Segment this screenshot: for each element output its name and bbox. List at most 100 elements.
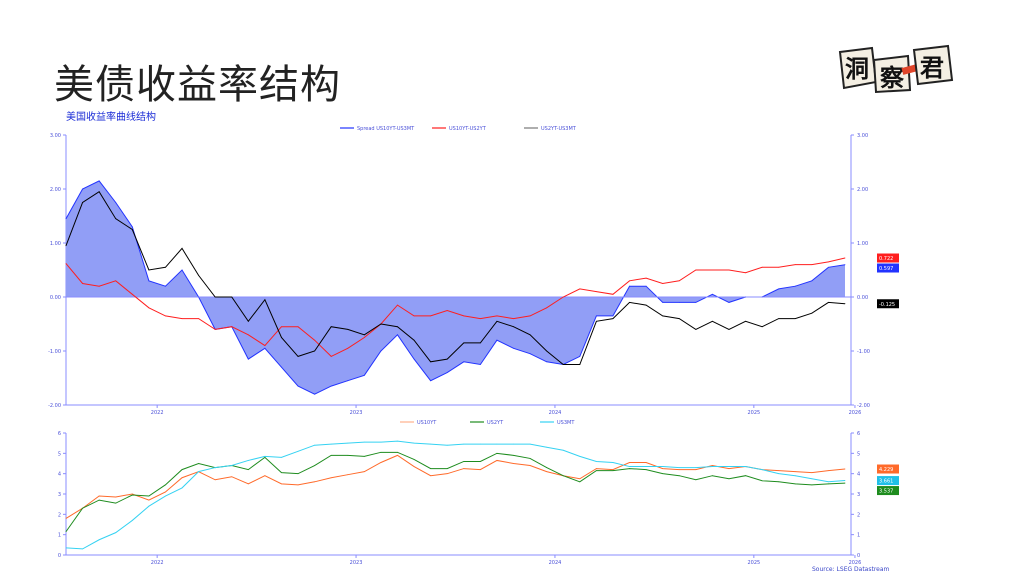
spread-chart-data-point — [380, 350, 382, 352]
yield-chart-y-tick-label: 3 — [58, 492, 61, 498]
spread-chart-data-point — [264, 347, 266, 349]
yield-chart-y-tick-label-right: 3 — [857, 492, 860, 498]
yield-chart-data-point — [479, 461, 481, 462]
spread-chart-data-point — [430, 380, 432, 382]
spread-chart-data-point — [595, 320, 597, 322]
yield-chart-data-point — [778, 473, 780, 475]
spread-chart-data-point — [446, 310, 448, 311]
spread-chart-data-point — [579, 356, 581, 357]
spread-chart-data-point — [397, 334, 398, 336]
yield-chart-data-point — [712, 465, 713, 466]
yield-chart-y-tick-label-right: 0 — [857, 553, 860, 559]
spread-chart-y-tick-label: 0.00 — [50, 295, 61, 301]
spread-chart-data-point — [380, 323, 382, 325]
yield-chart-data-point — [330, 477, 332, 479]
spread-chart-data-point — [712, 320, 713, 322]
yield-chart-data-point — [645, 462, 647, 463]
yield-chart-data-point — [297, 484, 299, 486]
spread-chart-data-point — [629, 280, 630, 282]
yield-chart-data-point — [231, 465, 233, 466]
spread-chart-data-point — [463, 361, 465, 363]
yield-chart-data-point — [728, 466, 730, 467]
yield-chart-data-point — [98, 499, 100, 501]
yield-chart-data-point — [65, 547, 67, 549]
yield-chart-y-tick-label: 1 — [58, 533, 61, 539]
spread-chart-series-line — [65, 180, 846, 395]
yield-chart-data-point — [165, 491, 166, 493]
yield-chart-data-point — [330, 443, 332, 445]
spread-chart-data-point — [678, 318, 680, 319]
spread-chart-data-point — [82, 202, 83, 203]
svg-text:洞: 洞 — [845, 55, 869, 83]
yield-chart-data-point — [695, 479, 697, 481]
yield-chart-data-point — [529, 443, 531, 445]
yield-chart-data-point — [662, 466, 664, 467]
spread-chart-data-point — [198, 275, 199, 276]
spread-chart-data-point — [314, 393, 316, 395]
spread-chart-series-line — [65, 257, 846, 358]
spread-chart-data-point — [595, 315, 597, 317]
spread-chart-data-point — [264, 345, 266, 346]
yield-chart-data-point — [115, 496, 117, 498]
spread-chart-data-point — [778, 288, 780, 290]
spread-chart-data-point — [148, 307, 150, 309]
spread-chart-data-point — [314, 339, 316, 341]
yield-chart-data-point — [662, 473, 664, 475]
yield-chart-legend-label: US3MT — [557, 420, 575, 426]
spread-chart-data-point — [198, 318, 199, 319]
spread-chart-data-point — [231, 326, 233, 328]
spread-chart-y-tick-label-right: 3.00 — [857, 133, 868, 139]
spread-chart-legend-label: Spread US10YT-US3MT — [357, 126, 415, 132]
spread-chart-data-point — [844, 264, 846, 266]
yield-chart-y-tick-label-right: 1 — [857, 533, 860, 539]
yield-chart-data-point — [131, 493, 133, 495]
yield-chart-series-line — [65, 440, 846, 550]
yield-chart-x-tick-label: 2026 — [849, 560, 862, 566]
yield-chart-legend-label: US2YT — [487, 420, 504, 426]
spread-chart-series-area — [66, 180, 845, 395]
spread-chart-data-point — [413, 358, 415, 360]
yield-chart-data-point — [131, 494, 133, 496]
spread-chart-data-point — [181, 318, 183, 319]
spread-chart-x-tick-label: 2026 — [849, 410, 862, 416]
yield-chart-data-point — [397, 451, 398, 453]
yield-chart-data-point — [745, 466, 746, 467]
spread-chart-data-point — [247, 320, 249, 322]
yield-chart-data-point — [430, 468, 432, 469]
yield-chart-x-tick-label: 2025 — [747, 560, 760, 566]
spread-chart-data-point — [247, 334, 249, 336]
spread-chart-data-point — [463, 342, 465, 344]
spread-chart-data-point — [82, 283, 83, 284]
spread-chart-data-point — [529, 315, 531, 317]
source-note: Source: LSEG Datastream — [812, 566, 890, 573]
yield-chart-data-point — [579, 478, 581, 480]
yield-chart-data-point — [463, 468, 465, 469]
yield-chart-data-point — [98, 539, 100, 541]
yield-chart-data-point — [165, 484, 166, 486]
yield-chart-data-point — [579, 455, 581, 457]
spread-chart-data-point — [330, 385, 332, 387]
spread-chart-data-point — [712, 293, 713, 295]
yield-chart-data-point — [629, 468, 630, 469]
yield-chart-data-point — [281, 457, 282, 458]
spread-chart-data-point — [98, 285, 100, 287]
yield-chart-data-point — [82, 507, 83, 509]
yield-chart-data-point — [778, 481, 780, 483]
yield-chart-data-point — [513, 463, 514, 464]
spread-chart-data-point — [828, 261, 829, 263]
yield-chart-series-line — [65, 454, 846, 519]
yield-chart-data-point — [579, 481, 581, 483]
yield-chart-data-point — [745, 475, 746, 477]
yield-chart-data-point — [529, 465, 531, 466]
spread-chart-data-point — [579, 364, 581, 365]
yield-chart-data-point — [231, 476, 233, 478]
spread-chart-data-point — [82, 188, 83, 190]
yield-chart-data-point — [761, 469, 763, 470]
yield-chart-data-point — [264, 475, 266, 477]
spread-chart-data-point — [579, 288, 581, 290]
yield-chart-data-point — [712, 466, 713, 467]
spread-chart-data-point — [264, 299, 266, 301]
spread-chart-data-point — [728, 329, 730, 330]
yield-chart-data-point — [446, 473, 448, 475]
spread-chart-data-point — [612, 315, 614, 317]
